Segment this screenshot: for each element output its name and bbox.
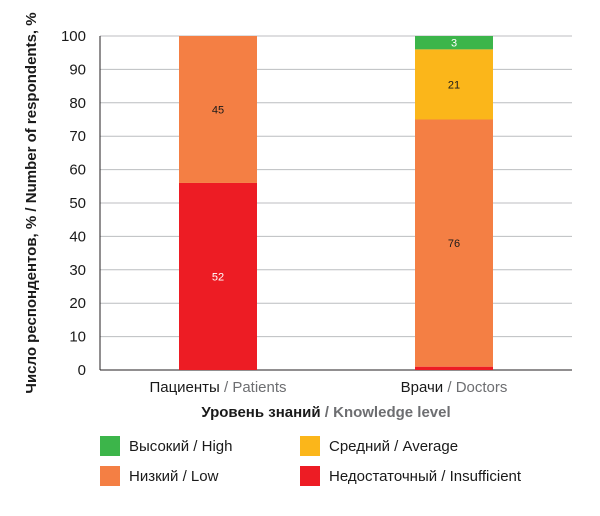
y-tick-label: 100 (61, 28, 86, 45)
legend-label: Средний / Average (329, 437, 459, 455)
value-label: 52 (212, 271, 224, 283)
legend-item: Недостаточный / Insufficient (300, 466, 570, 486)
stacked-bar-chart: 0 10 20 30 40 50 60 70 80 90 100 52 45 Пациенты / Pat… (23, 12, 572, 421)
y-tick-label: 90 (69, 61, 86, 78)
y-tick-label: 40 (69, 228, 86, 245)
bar-segment (415, 366, 493, 370)
bar-segment (179, 36, 257, 183)
y-tick-label: 20 (69, 295, 86, 312)
y-tick-label: 80 (69, 95, 86, 112)
y-tick-label: 0 (78, 362, 86, 379)
legend-item: Средний / Average (300, 436, 570, 456)
value-label: 76 (448, 238, 460, 250)
legend-item: Высокий / High (100, 436, 300, 456)
y-tick-label: 70 (69, 128, 86, 145)
y-axis-title: Число респондентов, % / Number of respon… (23, 12, 40, 393)
legend-label: Низкий / Low (129, 467, 219, 485)
legend-swatch (100, 436, 120, 456)
legend-label: Высокий / High (129, 437, 233, 455)
y-tick-label: 60 (69, 162, 86, 179)
x-category-label: Врачи / Doctors (401, 379, 508, 396)
legend-swatch (100, 466, 120, 486)
bar-segment (179, 182, 257, 370)
bar-segment (415, 36, 493, 50)
value-label: 21 (448, 79, 460, 91)
bar-segment (415, 119, 493, 367)
value-label: 45 (212, 104, 224, 116)
legend-swatch (300, 466, 320, 486)
x-axis-title: Уровень знаний / Knowledge level (201, 404, 450, 421)
bar-segment (415, 49, 493, 120)
y-tick-label: 30 (69, 262, 86, 279)
value-label: 3 (451, 38, 457, 50)
x-category-label: Пациенты / Patients (149, 379, 286, 396)
legend-label: Недостаточный / Insufficient (329, 467, 522, 485)
y-tick-label: 50 (69, 195, 86, 212)
legend-swatch (300, 436, 320, 456)
y-tick-label: 10 (69, 329, 86, 346)
legend-item: Низкий / Low (100, 466, 300, 486)
legend: Высокий / High Средний / Average Низкий / … (100, 436, 570, 486)
